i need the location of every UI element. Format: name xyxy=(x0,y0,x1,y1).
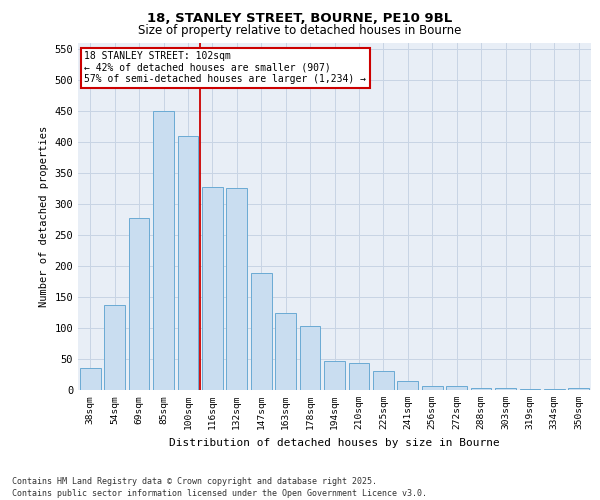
Bar xyxy=(275,313,296,390)
Text: 18 STANLEY STREET: 102sqm
← 42% of detached houses are smaller (907)
57% of semi: 18 STANLEY STREET: 102sqm ← 42% of detac… xyxy=(84,51,366,84)
Bar xyxy=(568,388,589,390)
Text: Contains public sector information licensed under the Open Government Licence v3: Contains public sector information licen… xyxy=(12,489,427,498)
Bar xyxy=(226,188,247,390)
Bar xyxy=(80,368,101,390)
Text: 18, STANLEY STREET, BOURNE, PE10 9BL: 18, STANLEY STREET, BOURNE, PE10 9BL xyxy=(148,12,452,26)
Bar xyxy=(178,136,199,390)
Text: Size of property relative to detached houses in Bourne: Size of property relative to detached ho… xyxy=(139,24,461,37)
Bar xyxy=(104,305,125,390)
Bar xyxy=(470,388,491,390)
Bar xyxy=(153,111,174,390)
Bar xyxy=(324,362,345,390)
Bar xyxy=(544,389,565,390)
Y-axis label: Number of detached properties: Number of detached properties xyxy=(39,126,49,307)
Bar xyxy=(251,274,272,390)
Bar xyxy=(299,326,320,390)
Bar xyxy=(373,372,394,390)
Text: Contains HM Land Registry data © Crown copyright and database right 2025.: Contains HM Land Registry data © Crown c… xyxy=(12,478,377,486)
Bar xyxy=(128,218,149,390)
Bar xyxy=(397,382,418,390)
Bar xyxy=(422,386,443,390)
X-axis label: Distribution of detached houses by size in Bourne: Distribution of detached houses by size … xyxy=(169,438,500,448)
Bar xyxy=(495,388,516,390)
Bar xyxy=(202,187,223,390)
Bar xyxy=(446,386,467,390)
Bar xyxy=(349,364,370,390)
